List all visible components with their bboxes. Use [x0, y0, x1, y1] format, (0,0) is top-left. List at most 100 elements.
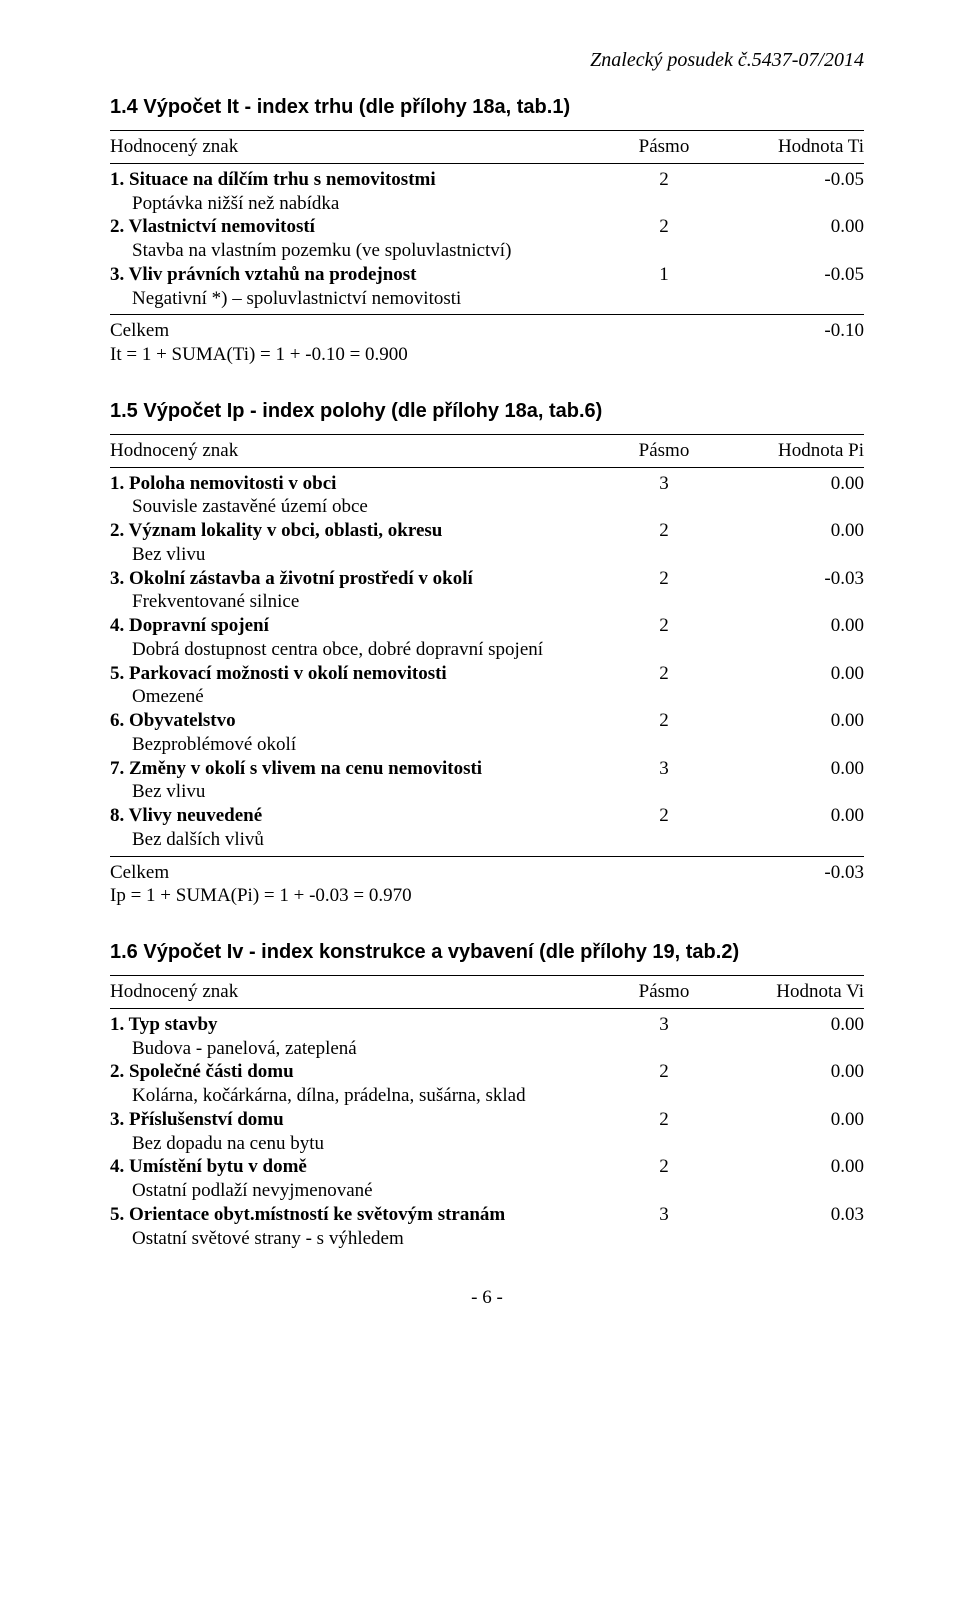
rule: [110, 314, 864, 315]
row-sub: Souvisle zastavěné území obce: [110, 495, 864, 519]
row-name: 3. Vliv právních vztahů na prodejnost: [110, 263, 604, 287]
row-sub: Stavba na vlastním pozemku (ve spoluvlas…: [110, 239, 864, 263]
document-header: Znalecký posudek č.5437-07/2014: [110, 48, 864, 73]
row-value: 0.00: [724, 662, 864, 686]
row-name: 2. Společné části domu: [110, 1060, 604, 1084]
table-row: 2. Společné části domu 2 0.00: [110, 1060, 864, 1084]
table-row: 1. Typ stavby 3 0.00: [110, 1013, 864, 1037]
row-sub: Bez vlivu: [110, 543, 864, 567]
table-row: 2. Vlastnictví nemovitostí 2 0.00: [110, 215, 864, 239]
rule: [110, 434, 864, 435]
total-value: -0.03: [724, 861, 864, 885]
head-col-3: Hodnota Ti: [724, 135, 864, 159]
row-pasmo: 3: [604, 757, 724, 781]
table-row: 5. Parkovací možnosti v okolí nemovitost…: [110, 662, 864, 686]
row-name: 4. Umístění bytu v domě: [110, 1155, 604, 1179]
formula-14: It = 1 + SUMA(Ti) = 1 + -0.10 = 0.900: [110, 343, 864, 367]
rule: [110, 130, 864, 131]
row-pasmo: 2: [604, 567, 724, 591]
head-col-2: Pásmo: [604, 439, 724, 463]
row-value: 0.00: [724, 519, 864, 543]
row-name: 7. Změny v okolí s vlivem na cenu nemovi…: [110, 757, 604, 781]
rule: [110, 856, 864, 857]
row-sub: Bez vlivu: [110, 780, 864, 804]
rule: [110, 975, 864, 976]
row-value: 0.00: [724, 709, 864, 733]
row-value: 0.00: [724, 1155, 864, 1179]
row-name: 1. Situace na dílčím trhu s nemovitostmi: [110, 168, 604, 192]
row-sub: Budova - panelová, zateplená: [110, 1037, 864, 1061]
row-pasmo: 2: [604, 1060, 724, 1084]
row-value: 0.00: [724, 804, 864, 828]
total-value: -0.10: [724, 319, 864, 343]
page-number: - 6 -: [110, 1286, 864, 1310]
table-row: 4. Umístění bytu v domě 2 0.00: [110, 1155, 864, 1179]
table-row: 4. Dopravní spojení 2 0.00: [110, 614, 864, 638]
row-name: 1. Typ stavby: [110, 1013, 604, 1037]
table-head-14: Hodnocený znak Pásmo Hodnota Ti: [110, 135, 864, 159]
row-pasmo: 2: [604, 215, 724, 239]
head-col-1: Hodnocený znak: [110, 980, 604, 1004]
row-sub: Ostatní podlaží nevyjmenované: [110, 1179, 864, 1203]
row-pasmo: 2: [604, 168, 724, 192]
head-col-1: Hodnocený znak: [110, 135, 604, 159]
row-name: 6. Obyvatelstvo: [110, 709, 604, 733]
row-value: -0.05: [724, 263, 864, 287]
table-row: 3. Okolní zástavba a životní prostředí v…: [110, 567, 864, 591]
row-name: 5. Orientace obyt.místností ke světovým …: [110, 1203, 604, 1227]
table-row: 8. Vlivy neuvedené 2 0.00: [110, 804, 864, 828]
row-sub: Dobrá dostupnost centra obce, dobré dopr…: [110, 638, 864, 662]
row-value: -0.05: [724, 168, 864, 192]
table-row: 6. Obyvatelstvo 2 0.00: [110, 709, 864, 733]
row-pasmo: 3: [604, 1013, 724, 1037]
formula-15: Ip = 1 + SUMA(Pi) = 1 + -0.03 = 0.970: [110, 884, 864, 908]
row-name: 1. Poloha nemovitosti v obci: [110, 472, 604, 496]
row-name: 5. Parkovací možnosti v okolí nemovitost…: [110, 662, 604, 686]
row-pasmo: 2: [604, 1155, 724, 1179]
total-label: Celkem: [110, 319, 724, 343]
row-pasmo: 2: [604, 614, 724, 638]
row-value: 0.00: [724, 757, 864, 781]
section-1-5-title: 1.5 Výpočet Ip - index polohy (dle přílo…: [110, 399, 864, 424]
row-pasmo: 3: [604, 1203, 724, 1227]
row-value: -0.03: [724, 567, 864, 591]
row-pasmo: 2: [604, 662, 724, 686]
rule: [110, 467, 864, 468]
row-value: 0.00: [724, 1108, 864, 1132]
table-row: 5. Orientace obyt.místností ke světovým …: [110, 1203, 864, 1227]
row-value: 0.00: [724, 472, 864, 496]
head-col-2: Pásmo: [604, 980, 724, 1004]
row-value: 0.00: [724, 1060, 864, 1084]
row-pasmo: 2: [604, 804, 724, 828]
row-sub: Bez dopadu na cenu bytu: [110, 1132, 864, 1156]
row-pasmo: 3: [604, 472, 724, 496]
row-name: 3. Okolní zástavba a životní prostředí v…: [110, 567, 604, 591]
row-sub: Kolárna, kočárkárna, dílna, prádelna, su…: [110, 1084, 864, 1108]
table-row: 7. Změny v okolí s vlivem na cenu nemovi…: [110, 757, 864, 781]
row-sub: Bezproblémové okolí: [110, 733, 864, 757]
row-value: 0.03: [724, 1203, 864, 1227]
table-row: 3. Vliv právních vztahů na prodejnost 1 …: [110, 263, 864, 287]
head-col-1: Hodnocený znak: [110, 439, 604, 463]
row-name: 8. Vlivy neuvedené: [110, 804, 604, 828]
row-pasmo: 1: [604, 263, 724, 287]
table-head-15: Hodnocený znak Pásmo Hodnota Pi: [110, 439, 864, 463]
row-name: 4. Dopravní spojení: [110, 614, 604, 638]
total-label: Celkem: [110, 861, 724, 885]
row-pasmo: 2: [604, 709, 724, 733]
table-row: 3. Příslušenství domu 2 0.00: [110, 1108, 864, 1132]
row-value: 0.00: [724, 215, 864, 239]
row-name: 2. Vlastnictví nemovitostí: [110, 215, 604, 239]
row-sub: Ostatní světové strany - s výhledem: [110, 1227, 864, 1251]
section-1-4-title: 1.4 Výpočet It - index trhu (dle přílohy…: [110, 95, 864, 120]
rule: [110, 1008, 864, 1009]
row-sub: Negativní *) – spoluvlastnictví nemovito…: [110, 287, 864, 311]
row-pasmo: 2: [604, 1108, 724, 1132]
row-name: 3. Příslušenství domu: [110, 1108, 604, 1132]
row-name: 2. Význam lokality v obci, oblasti, okre…: [110, 519, 604, 543]
total-row-14: Celkem -0.10: [110, 319, 864, 343]
row-value: 0.00: [724, 1013, 864, 1037]
row-sub: Omezené: [110, 685, 864, 709]
head-col-2: Pásmo: [604, 135, 724, 159]
total-row-15: Celkem -0.03: [110, 861, 864, 885]
